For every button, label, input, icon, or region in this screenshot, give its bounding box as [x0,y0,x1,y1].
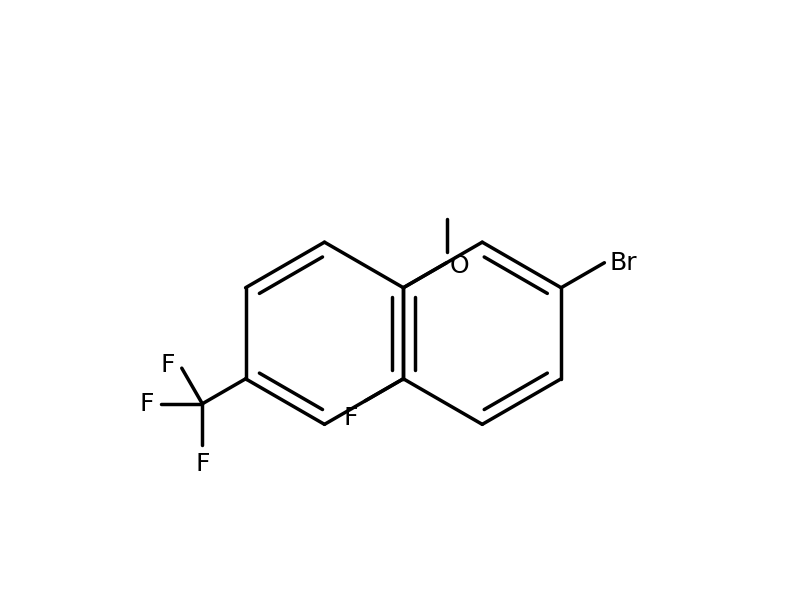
Text: F: F [344,405,358,430]
Text: Br: Br [609,251,637,275]
Text: F: F [195,452,209,476]
Text: O: O [450,254,469,278]
Text: F: F [160,353,175,377]
Text: F: F [140,392,154,416]
